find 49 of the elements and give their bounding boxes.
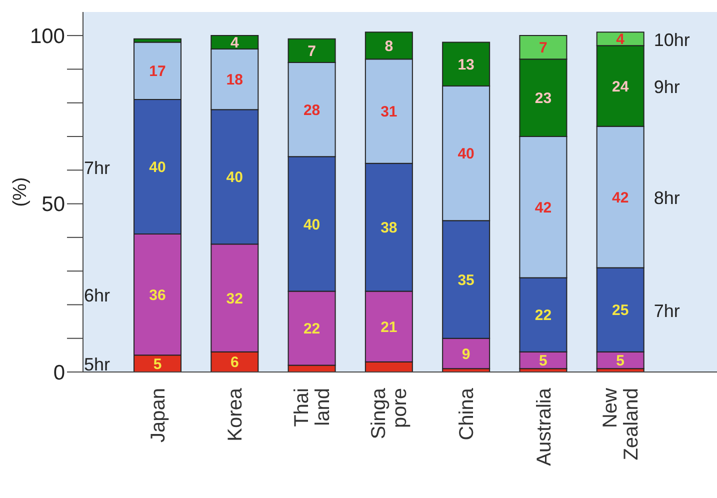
data-label: 4	[616, 31, 626, 48]
series-label: 9hr	[654, 77, 680, 98]
series-label: 7hr	[654, 300, 680, 321]
x-tick-label: New Zealand	[599, 387, 642, 460]
x-tick-label: Thai land	[290, 388, 334, 427]
data-label: 40	[458, 146, 474, 163]
data-label: 32	[226, 290, 243, 308]
data-label: 7	[539, 40, 548, 57]
data-label: 22	[534, 307, 552, 324]
series-label: 5hr	[84, 354, 110, 375]
data-label: 31	[380, 104, 398, 121]
data-label: 6	[230, 354, 239, 372]
data-label: 7	[308, 43, 316, 60]
x-tick-label: Singa pore	[368, 387, 411, 440]
data-label: 9	[462, 346, 470, 363]
x-tick-label: Australia	[533, 387, 556, 466]
y-tick-label: 50	[42, 193, 65, 216]
data-label: 40	[303, 216, 320, 234]
text: 7hr	[84, 158, 110, 178]
data-label: 36	[149, 286, 166, 304]
data-label: 23	[534, 90, 552, 108]
data-label: 5	[539, 352, 548, 370]
x-tick-label: China	[456, 387, 478, 440]
series-label: 10hr	[654, 30, 690, 50]
data-label: 25	[612, 302, 629, 320]
data-label: 38	[380, 220, 398, 237]
data-label: 28	[303, 102, 320, 119]
x-tick-label: Korea	[224, 387, 247, 442]
data-label: 13	[458, 56, 474, 74]
data-label: 24	[612, 78, 630, 96]
data-label: 42	[612, 189, 629, 206]
data-label: 5	[616, 352, 625, 370]
series-label: 8hr	[654, 188, 680, 208]
data-label: 8	[384, 38, 394, 55]
data-label: 4	[230, 34, 240, 52]
y-axis-title: (%)	[10, 177, 31, 207]
data-label: 40	[149, 159, 166, 176]
data-label: 21	[380, 318, 398, 336]
data-label: 5	[153, 356, 162, 373]
data-label: 40	[226, 169, 243, 186]
data-label: 17	[149, 63, 166, 80]
y-tick-label: 0	[53, 361, 65, 384]
y-tick-label: 100	[30, 25, 65, 48]
data-label: 42	[534, 199, 552, 216]
x-tick-label: Japan	[148, 388, 170, 442]
series-label: 6hr	[84, 286, 110, 306]
data-label: 22	[303, 320, 320, 338]
data-label: 35	[458, 272, 474, 289]
data-label: 18	[226, 72, 243, 89]
